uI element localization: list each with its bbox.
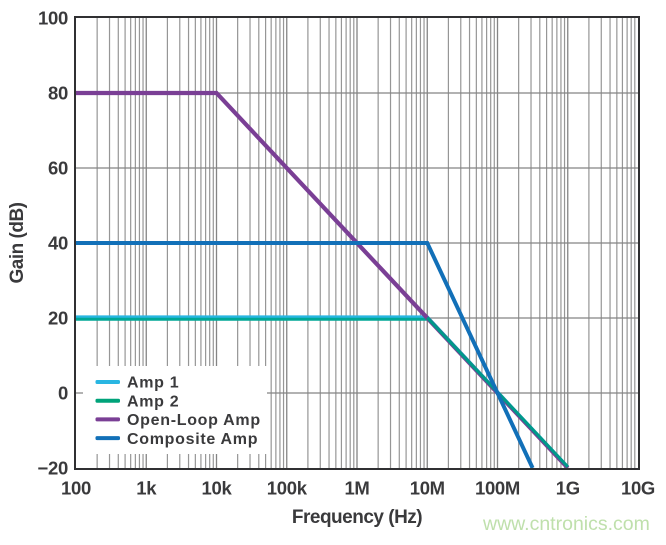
svg-text:10G: 10G — [621, 478, 655, 499]
svg-text:Amp 2: Amp 2 — [127, 393, 179, 410]
svg-text:Open-Loop Amp: Open-Loop Amp — [127, 412, 261, 429]
svg-text:20: 20 — [48, 308, 68, 329]
svg-text:100: 100 — [38, 8, 68, 29]
svg-text:1k: 1k — [136, 478, 157, 499]
svg-text:1G: 1G — [556, 478, 580, 499]
svg-text:40: 40 — [48, 233, 68, 254]
svg-text:Amp 1: Amp 1 — [127, 375, 179, 392]
svg-text:100: 100 — [61, 478, 91, 499]
svg-text:10M: 10M — [410, 478, 445, 499]
svg-text:www.cntronics.com: www.cntronics.com — [482, 513, 650, 535]
svg-text:−20: −20 — [38, 458, 68, 479]
svg-text:60: 60 — [48, 158, 68, 179]
svg-text:10k: 10k — [202, 478, 233, 499]
svg-text:Frequency (Hz): Frequency (Hz) — [292, 507, 422, 528]
svg-text:Composite Amp: Composite Amp — [127, 431, 258, 448]
svg-text:1M: 1M — [344, 478, 369, 499]
svg-text:Gain (dB): Gain (dB) — [7, 202, 28, 283]
svg-text:100M: 100M — [475, 478, 520, 499]
svg-text:100k: 100k — [267, 478, 308, 499]
svg-text:0: 0 — [58, 383, 68, 404]
svg-text:80: 80 — [48, 83, 68, 104]
